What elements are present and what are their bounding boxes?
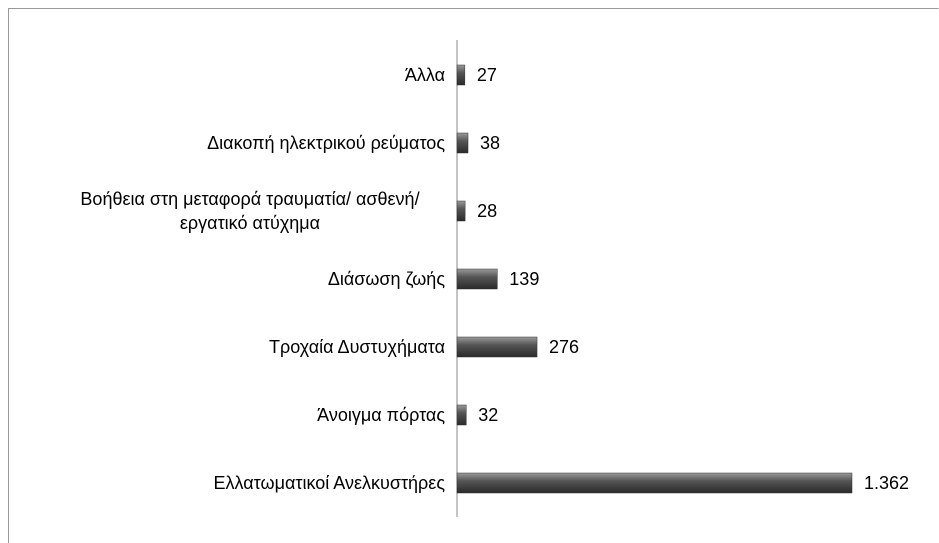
category-label: Διακοπή ηλεκτρικού ρεύματος bbox=[25, 113, 445, 173]
value-label: 28 bbox=[477, 201, 497, 221]
bar bbox=[456, 64, 466, 86]
value-label: 139 bbox=[509, 269, 539, 289]
category-text: Άνοιγμα πόρτας bbox=[317, 405, 445, 425]
value-label: 38 bbox=[480, 133, 500, 153]
category-text: Διακοπή ηλεκτρικού ρεύματος bbox=[207, 133, 445, 153]
category-label: Άνοιγμα πόρτας bbox=[25, 385, 445, 445]
category-label: Άλλα bbox=[25, 45, 445, 105]
value-label: 27 bbox=[477, 65, 497, 85]
value-label: 1.362 bbox=[864, 473, 909, 493]
category-text: Άλλα bbox=[404, 65, 445, 85]
frame bbox=[8, 8, 939, 543]
category-label: Τροχαία Δυστυχήματα bbox=[25, 317, 445, 377]
category-label: Βοήθεια στη μεταφορά τραυματία/ ασθενή/ … bbox=[25, 181, 445, 241]
bar bbox=[456, 336, 538, 358]
category-text: Βοήθεια στη μεταφορά τραυματία/ ασθενή/ … bbox=[80, 189, 420, 233]
bar bbox=[456, 404, 467, 426]
value-label: 32 bbox=[478, 405, 498, 425]
category-label: Διάσωση ζωής bbox=[25, 249, 445, 309]
category-text: Διάσωση ζωής bbox=[327, 269, 445, 289]
category-text: Ελλατωματικοί Ανελκυστήρες bbox=[213, 473, 445, 493]
bar bbox=[456, 132, 469, 154]
category-label: Ελλατωματικοί Ανελκυστήρες bbox=[25, 453, 445, 513]
bar bbox=[456, 268, 498, 290]
value-label: 276 bbox=[549, 337, 579, 357]
category-text: Τροχαία Δυστυχήματα bbox=[269, 337, 445, 357]
bar bbox=[456, 472, 853, 494]
bar bbox=[456, 200, 466, 222]
